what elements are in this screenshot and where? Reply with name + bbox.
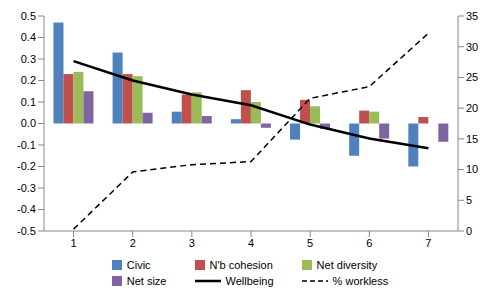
svg-text:6: 6 [366, 237, 372, 249]
svg-text:-0.3: -0.3 [17, 182, 36, 194]
svg-text:-0.1: -0.1 [17, 139, 36, 151]
svg-text:0.2: 0.2 [21, 74, 36, 86]
svg-text:0: 0 [466, 225, 472, 237]
svg-text:0.4: 0.4 [21, 31, 36, 43]
svg-text:-0.2: -0.2 [17, 160, 36, 172]
svg-text:-0.4: -0.4 [17, 203, 36, 215]
svg-text:0.0: 0.0 [21, 117, 36, 129]
svg-text:3: 3 [189, 237, 195, 249]
svg-text:2: 2 [130, 237, 136, 249]
svg-text:35: 35 [466, 10, 478, 22]
html-text:Wellbeing: Wellbeing [225, 275, 274, 287]
html-text:Civic: Civic [126, 259, 151, 271]
svg-text:5: 5 [307, 237, 313, 249]
svg-text:0.3: 0.3 [21, 53, 36, 65]
svg-text:0.1: 0.1 [21, 96, 36, 108]
svg-text:4: 4 [248, 237, 254, 249]
svg-text:5: 5 [466, 194, 472, 206]
svg-text:30: 30 [466, 41, 478, 53]
svg-text:0.5: 0.5 [21, 10, 36, 22]
svg-text:20: 20 [466, 102, 478, 114]
html-text:Net size: Net size [126, 275, 167, 287]
svg-text:10: 10 [466, 163, 478, 175]
svg-text:25: 25 [466, 71, 478, 83]
html-text:Net diversity: Net diversity [316, 259, 378, 271]
svg-text:-0.5: -0.5 [17, 225, 36, 237]
html-text:% workless: % workless [332, 275, 389, 287]
svg-text:7: 7 [425, 237, 431, 249]
svg-text:15: 15 [466, 133, 478, 145]
svg-text:1: 1 [71, 237, 77, 249]
html-text:N'b cohesion: N'b cohesion [209, 259, 273, 271]
